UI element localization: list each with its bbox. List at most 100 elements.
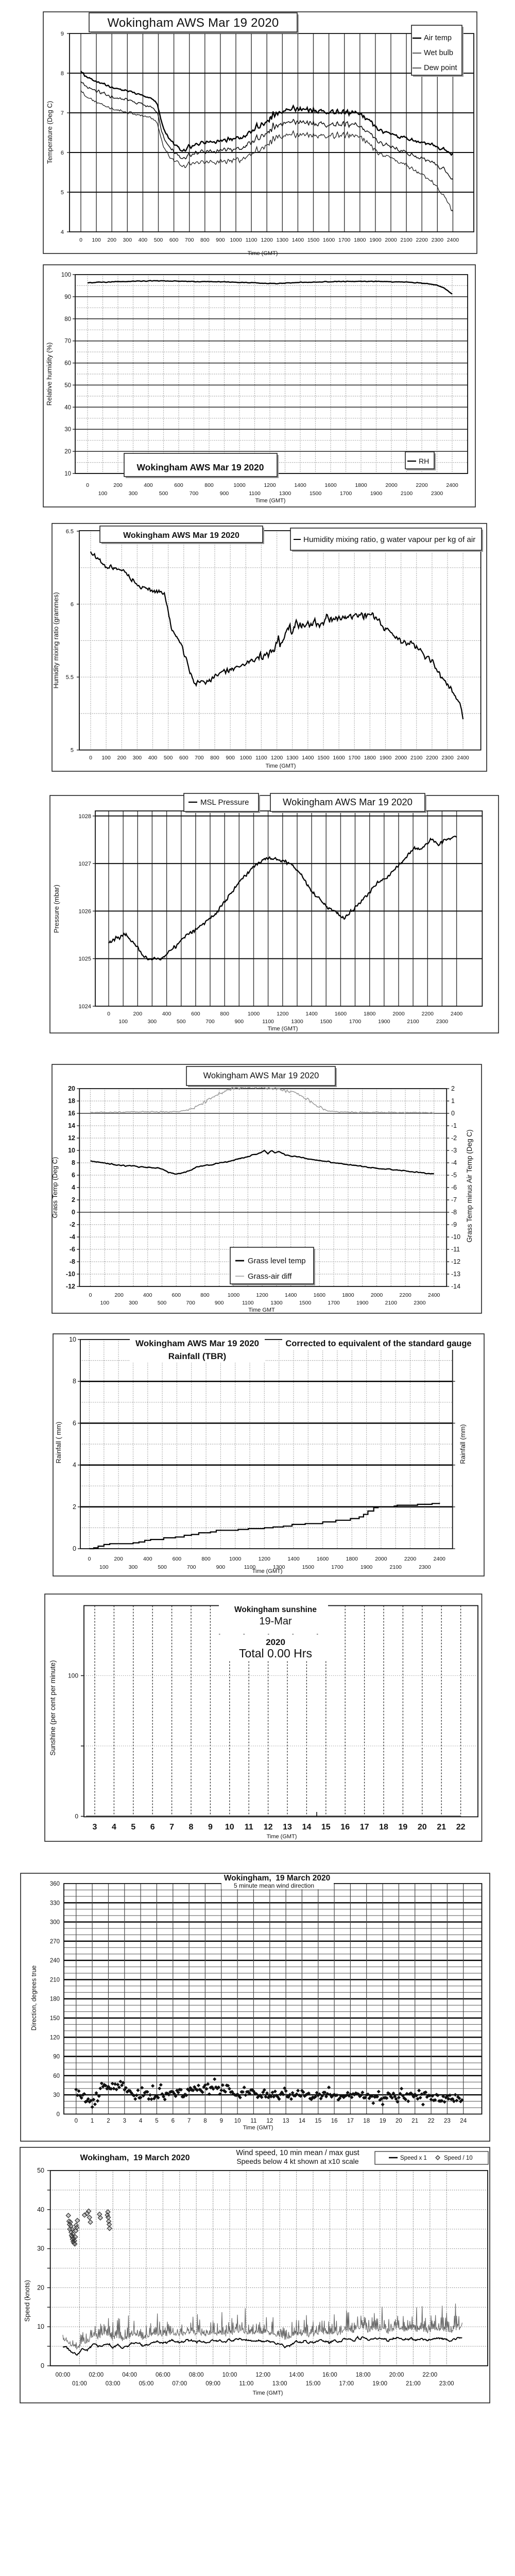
svg-text:2: 2 [451, 1085, 455, 1092]
svg-text:700: 700 [186, 1300, 195, 1306]
svg-text:17: 17 [360, 1823, 369, 1832]
svg-text:1300: 1300 [277, 237, 289, 243]
svg-text:1300: 1300 [273, 1564, 285, 1570]
svg-text:-2: -2 [70, 1221, 75, 1228]
svg-text:17:00: 17:00 [339, 2381, 354, 2387]
svg-text:19-Mar: 19-Mar [259, 1616, 292, 1627]
svg-text:1000: 1000 [248, 1011, 260, 1017]
svg-text:800: 800 [210, 755, 219, 761]
svg-text:7: 7 [61, 110, 64, 116]
svg-text:1600: 1600 [317, 1556, 329, 1562]
svg-text:100: 100 [118, 1019, 128, 1025]
svg-text:90: 90 [53, 2054, 60, 2060]
svg-text:1200: 1200 [271, 755, 283, 761]
svg-text:600: 600 [179, 755, 188, 761]
svg-text:-11: -11 [451, 1246, 460, 1253]
svg-text:20: 20 [418, 1823, 427, 1832]
svg-text:Time (GMT): Time (GMT) [267, 1834, 297, 1840]
svg-text:Rainfall (TBR): Rainfall (TBR) [168, 1351, 226, 1361]
svg-text:3: 3 [93, 1823, 97, 1832]
svg-text:1500: 1500 [317, 755, 330, 761]
svg-text:14:00: 14:00 [289, 2372, 304, 2378]
svg-text:16:00: 16:00 [322, 2372, 337, 2378]
svg-text:5.5: 5.5 [66, 674, 74, 681]
svg-text:2000: 2000 [385, 237, 397, 243]
svg-text:1100: 1100 [244, 1564, 256, 1570]
svg-text:13: 13 [283, 1823, 292, 1832]
svg-text:1000: 1000 [229, 1556, 242, 1562]
svg-text:8: 8 [72, 1159, 75, 1166]
svg-text:50: 50 [64, 382, 71, 388]
svg-text:Pressure (mbar): Pressure (mbar) [53, 885, 60, 933]
svg-text:1200: 1200 [264, 482, 276, 488]
svg-text:05:00: 05:00 [139, 2381, 154, 2387]
svg-text:200: 200 [117, 755, 127, 761]
svg-text:4: 4 [72, 1184, 75, 1191]
svg-text:200: 200 [114, 1556, 123, 1562]
svg-text:2400: 2400 [451, 1011, 463, 1017]
svg-text:Wokingham AWS Mar 19 2020: Wokingham AWS Mar 19 2020 [136, 462, 264, 472]
svg-text:2100: 2100 [410, 755, 423, 761]
svg-text:19:00: 19:00 [372, 2381, 387, 2387]
svg-text:5: 5 [131, 1823, 135, 1832]
svg-text:1800: 1800 [354, 237, 366, 243]
svg-text:1000: 1000 [228, 1292, 240, 1298]
svg-text:1900: 1900 [380, 755, 392, 761]
svg-text:18: 18 [379, 1823, 388, 1832]
svg-text:1500: 1500 [310, 490, 322, 497]
svg-text:100: 100 [99, 1564, 109, 1570]
svg-text:2300: 2300 [436, 1019, 449, 1025]
svg-text:6: 6 [71, 602, 74, 608]
svg-text:Wokingham, 19 March 2020: Wokingham, 19 March 2020 [224, 1874, 330, 1883]
svg-text:1100: 1100 [249, 490, 261, 497]
svg-text:Wokingham AWS Mar 19 2020: Wokingham AWS Mar 19 2020 [135, 1338, 259, 1348]
svg-text:0: 0 [89, 755, 92, 761]
svg-text:Air temp: Air temp [424, 34, 452, 42]
svg-text:24: 24 [460, 2118, 467, 2124]
svg-text:50: 50 [37, 2167, 44, 2174]
svg-text:1100: 1100 [255, 755, 267, 761]
svg-text:19: 19 [399, 1823, 408, 1832]
svg-text:1800: 1800 [346, 1556, 358, 1562]
svg-text:MSL Pressure: MSL Pressure [200, 798, 249, 807]
svg-text:200: 200 [107, 237, 116, 243]
svg-text:-5: -5 [451, 1172, 457, 1179]
svg-text:-10: -10 [66, 1270, 75, 1278]
svg-text:Time (GMT): Time (GMT) [268, 1026, 298, 1032]
svg-text:1100: 1100 [262, 1019, 274, 1025]
svg-text:1026: 1026 [79, 908, 91, 914]
svg-text:1300: 1300 [279, 490, 291, 497]
svg-text:04:00: 04:00 [122, 2372, 137, 2378]
svg-text:300: 300 [129, 1564, 138, 1570]
svg-text:2300: 2300 [432, 237, 444, 243]
svg-text:4: 4 [61, 229, 64, 235]
svg-text:0: 0 [107, 1011, 110, 1017]
svg-text:-8: -8 [451, 1209, 457, 1216]
svg-text:12:00: 12:00 [255, 2372, 270, 2378]
svg-text:0: 0 [57, 2111, 60, 2117]
svg-text:2100: 2100 [400, 237, 413, 243]
svg-text:-6: -6 [451, 1184, 457, 1191]
svg-text:30: 30 [37, 2245, 44, 2252]
svg-text:500: 500 [177, 1019, 186, 1025]
svg-text:1500: 1500 [307, 237, 320, 243]
svg-text:500: 500 [164, 755, 173, 761]
svg-text:210: 210 [50, 1977, 60, 1983]
svg-text:0: 0 [86, 482, 89, 488]
svg-text:800: 800 [200, 237, 210, 243]
svg-text:600: 600 [174, 482, 183, 488]
svg-text:Rainfall ( mm): Rainfall ( mm) [55, 1422, 62, 1464]
svg-text:1700: 1700 [331, 1564, 344, 1570]
svg-text:1100: 1100 [246, 237, 258, 243]
svg-text:2200: 2200 [422, 1011, 434, 1017]
svg-text:20: 20 [37, 2284, 44, 2291]
svg-text:Time (GMT): Time (GMT) [252, 1568, 283, 1574]
svg-text:60: 60 [64, 361, 71, 367]
svg-text:1900: 1900 [378, 1019, 390, 1025]
svg-text:0: 0 [451, 1110, 455, 1117]
svg-text:400: 400 [143, 1556, 152, 1562]
svg-text:1300: 1300 [291, 1019, 303, 1025]
svg-text:1700: 1700 [338, 237, 351, 243]
svg-text:Speed (knots): Speed (knots) [23, 2280, 31, 2322]
svg-text:2200: 2200 [404, 1556, 417, 1562]
